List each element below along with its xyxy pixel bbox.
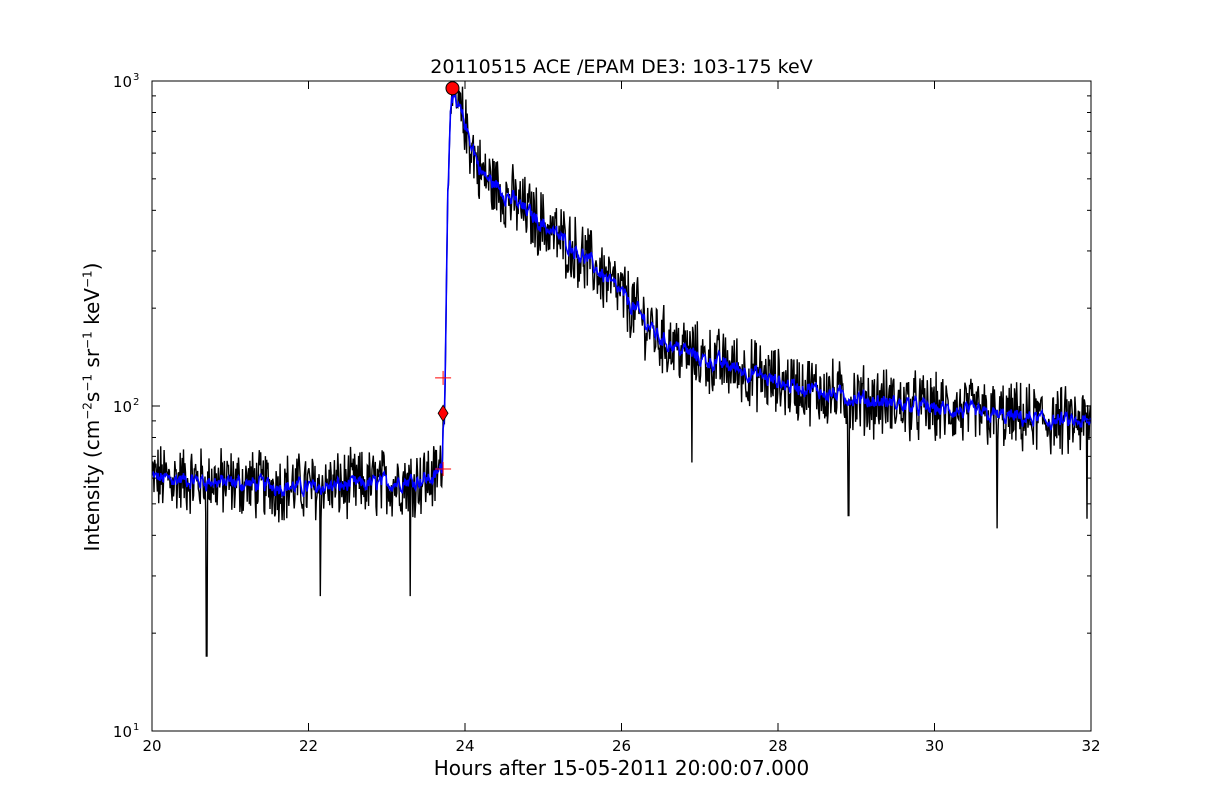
y-tick-exponent: 1	[133, 722, 139, 733]
ylabel-mid3: keV	[80, 288, 104, 325]
x-tick-label: 24	[455, 737, 474, 755]
ylabel-prefix: Intensity (cm	[80, 419, 104, 552]
peak-marker	[445, 81, 460, 96]
x-tick-label: 32	[1081, 737, 1100, 755]
y-tick-exponent: 3	[133, 72, 139, 83]
x-tick-label: 20	[142, 737, 161, 755]
x-tick-label: 28	[768, 737, 787, 755]
ylabel-exp1: −2	[80, 402, 95, 420]
ylabel-exp2: −1	[80, 373, 95, 392]
y-tick-exponent: 2	[133, 397, 139, 408]
y-tick-label: 10	[113, 73, 132, 91]
x-tick-label: 22	[299, 737, 318, 755]
chart-title: 20110515 ACE /EPAM DE3: 103-175 keV	[430, 56, 813, 78]
ylabel-exp3: −1	[80, 331, 95, 349]
onset-marker	[437, 404, 449, 422]
ylabel-mid2: sr	[80, 348, 104, 368]
ylabel-exp4: −1	[80, 270, 95, 289]
series-smoothed-line	[152, 85, 1091, 498]
error-marker	[435, 370, 452, 385]
plot-frame	[151, 80, 1092, 732]
ylabel-mid1: s	[80, 391, 104, 403]
y-axis-label: Intensity (cm−2s−1 sr−1 keV−1)	[80, 263, 104, 552]
x-axis-label: Hours after 15-05-2011 20:00:07.000	[433, 756, 810, 780]
series-layer	[152, 81, 1091, 657]
error-marker	[435, 461, 452, 476]
series-raw-line	[152, 81, 1091, 657]
y-tick-label: 10	[113, 723, 132, 741]
ylabel-suffix: )	[80, 262, 104, 271]
y-tick-label: 10	[113, 398, 132, 416]
marker-layer	[435, 81, 460, 476]
x-tick-label: 26	[612, 737, 631, 755]
x-tick-label: 30	[925, 737, 944, 755]
